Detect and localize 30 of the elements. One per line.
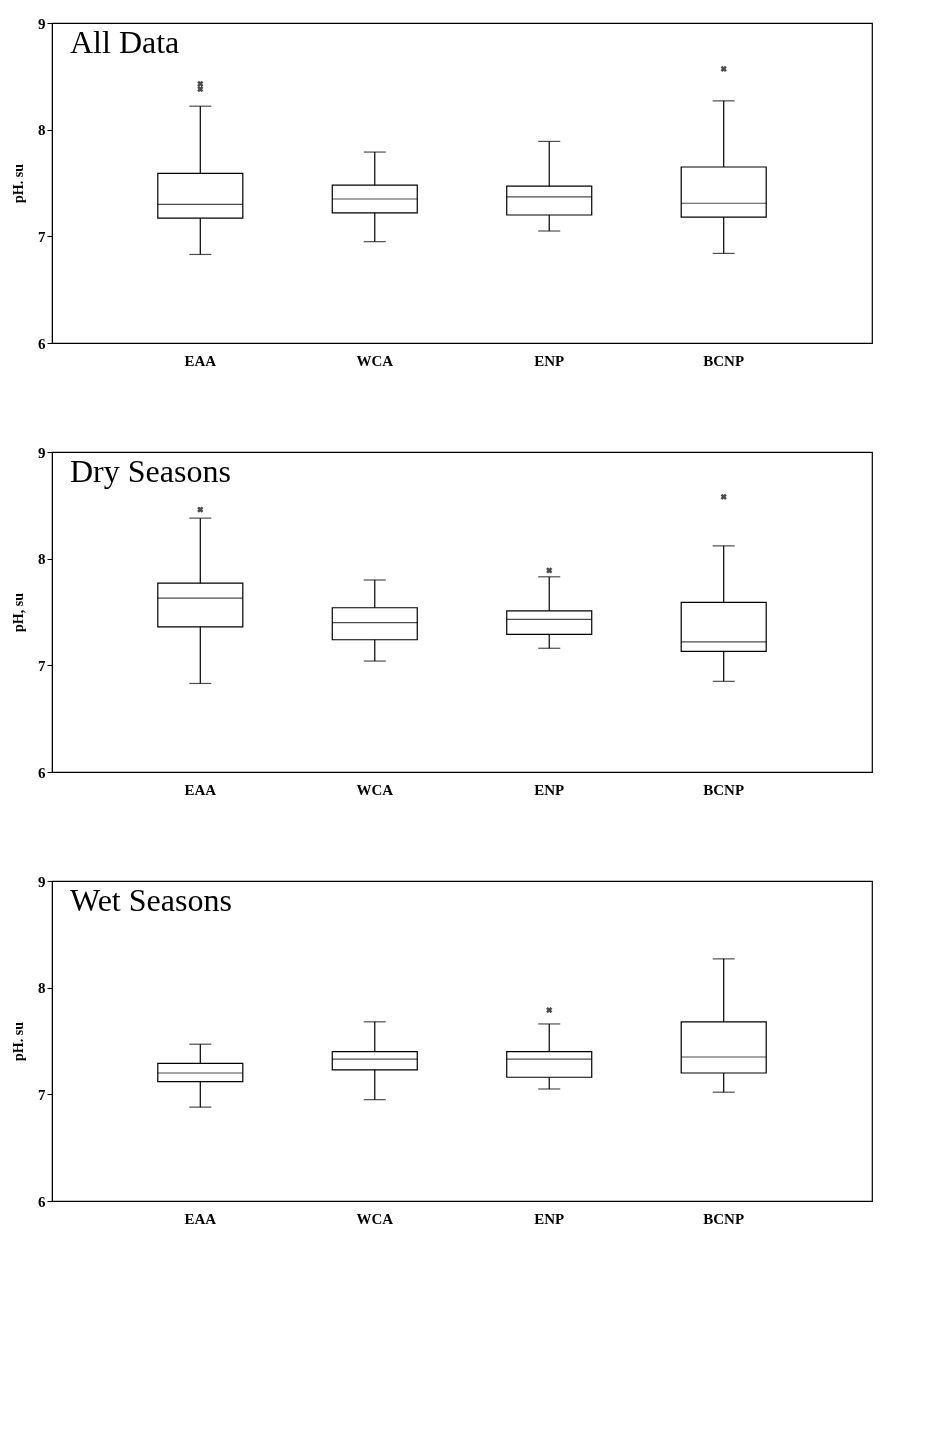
x-tick-label: EAA: [184, 781, 217, 798]
y-tick-label: 6: [38, 335, 46, 352]
y-tick-label: 6: [38, 764, 46, 781]
y-tick-label: 7: [38, 657, 46, 674]
x-tick-label: ENP: [534, 352, 565, 369]
x-tick-label: ENP: [534, 1210, 565, 1227]
y-tick-label: 8: [38, 122, 46, 139]
y-tick-label: 8: [38, 980, 46, 997]
y-tick-label: 7: [38, 228, 46, 245]
chart-title: Dry Seasons: [70, 453, 231, 489]
x-tick-label: WCA: [356, 1210, 394, 1227]
y-tick-label: 6: [38, 1193, 46, 1210]
y-tick-label: 9: [38, 444, 46, 461]
chart-title: All Data: [70, 24, 180, 60]
x-tick-label: EAA: [184, 352, 217, 369]
y-tick-label: 7: [38, 1086, 46, 1103]
x-tick-label: WCA: [356, 781, 394, 798]
y-axis-title: pH, su: [11, 592, 26, 632]
y-tick-label: 9: [38, 873, 46, 890]
x-tick-label: BCNP: [703, 1210, 745, 1227]
x-tick-label: ENP: [534, 781, 565, 798]
x-tick-label: WCA: [356, 352, 394, 369]
y-tick-label: 9: [38, 15, 46, 32]
x-tick-label: EAA: [184, 1210, 217, 1227]
y-axis-title: pH. su: [11, 1021, 26, 1061]
chart-title: Wet Seasons: [70, 882, 232, 918]
x-tick-label: BCNP: [703, 781, 745, 798]
y-axis-title: pH. su: [11, 163, 26, 203]
y-tick-label: 8: [38, 551, 46, 568]
x-tick-label: BCNP: [703, 352, 745, 369]
